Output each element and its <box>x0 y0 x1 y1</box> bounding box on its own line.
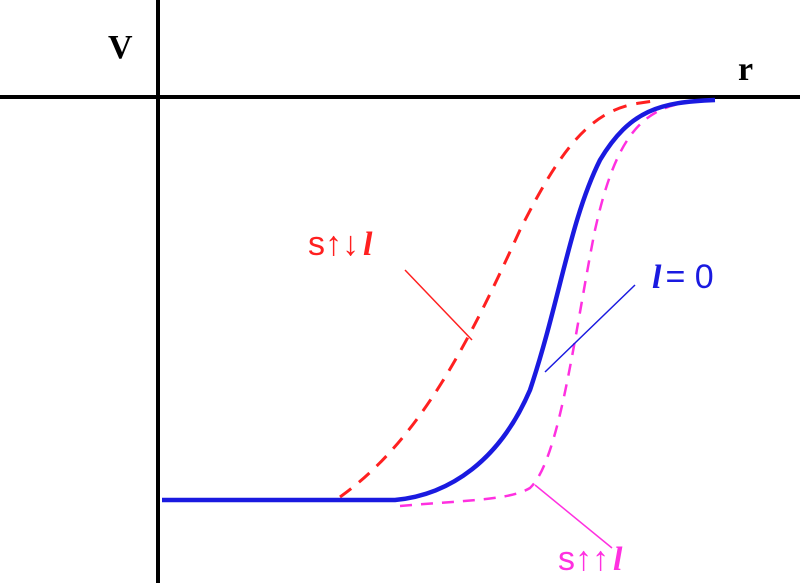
pointer-antiparallel <box>404 269 473 341</box>
spin-text: s↑↓ <box>308 225 359 263</box>
v-axis-label: V <box>108 29 133 66</box>
curve-l0 <box>162 97 716 503</box>
pointer-parallel <box>534 484 613 549</box>
label-parallel: s↑↑ l <box>558 540 623 578</box>
pointer-l0 <box>544 284 636 373</box>
r-axis-label: r <box>738 51 753 88</box>
orbital-text: l <box>652 259 662 296</box>
curve-parallel <box>399 100 691 508</box>
label-l0: l = 0 <box>652 258 714 296</box>
orbital-text: l <box>613 541 623 578</box>
label-antiparallel: s↑↓ l <box>308 225 373 263</box>
relation-text: = 0 <box>665 258 713 296</box>
curve-antiparallel <box>339 98 661 499</box>
orbital-text: l <box>363 226 373 263</box>
spin-text: s↑↑ <box>558 540 609 578</box>
